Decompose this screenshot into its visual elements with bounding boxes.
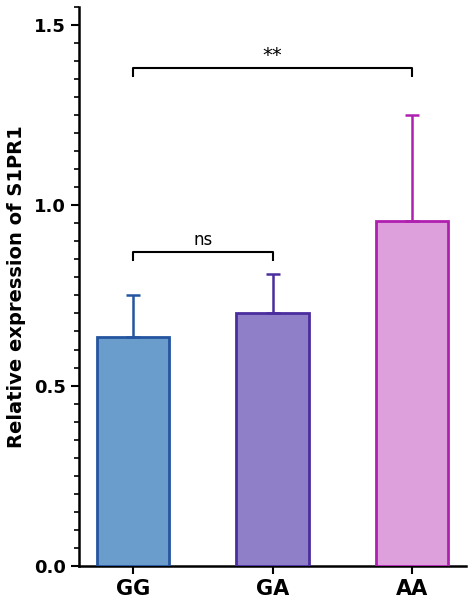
Text: **: ** [263, 45, 282, 65]
Bar [236, 313, 309, 566]
Y-axis label: Relative expression of S1PR1: Relative expression of S1PR1 [7, 125, 26, 448]
Bar [376, 222, 448, 566]
Text: ns: ns [193, 230, 212, 248]
Bar [97, 337, 169, 566]
